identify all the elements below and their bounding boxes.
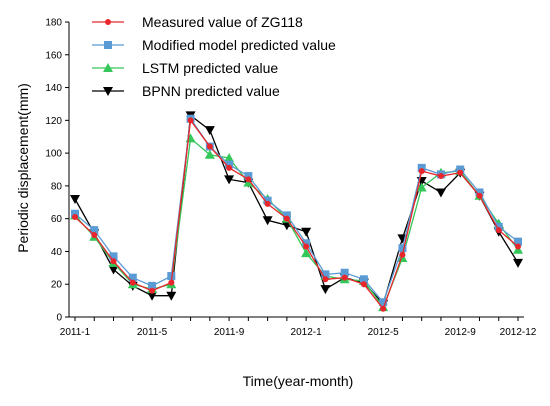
data-point bbox=[514, 237, 522, 246]
y-tick-label: 100 bbox=[45, 149, 62, 160]
data-point bbox=[303, 243, 310, 250]
data-point bbox=[282, 211, 291, 220]
y-tick-label: 160 bbox=[45, 50, 62, 61]
data-point bbox=[70, 195, 80, 204]
legend-marker bbox=[103, 63, 113, 72]
data-point bbox=[301, 227, 312, 237]
x-tick-label: 2012-1 bbox=[291, 327, 323, 338]
series-0 bbox=[72, 117, 521, 312]
y-tick-label: 40 bbox=[51, 247, 63, 258]
x-tick-label: 2012-12 bbox=[500, 327, 537, 338]
series-line bbox=[74, 116, 519, 304]
data-point bbox=[147, 291, 158, 301]
data-point bbox=[129, 279, 136, 286]
data-point bbox=[263, 196, 272, 205]
x-tick-label: 2011-1 bbox=[60, 327, 91, 338]
data-point bbox=[321, 270, 330, 279]
data-point bbox=[167, 272, 176, 281]
legend-label: BPNN predicted value bbox=[142, 83, 280, 99]
legend-marker bbox=[103, 87, 113, 96]
y-tick-label: 20 bbox=[51, 280, 63, 291]
data-point bbox=[128, 273, 137, 282]
legend-label: LSTM predicted value bbox=[142, 60, 278, 76]
x-axis-title: Time(year-month) bbox=[243, 373, 354, 389]
series-layer bbox=[70, 111, 523, 312]
y-tick-label: 60 bbox=[51, 214, 63, 225]
data-point bbox=[494, 222, 503, 231]
data-point bbox=[224, 153, 235, 163]
y-axis-title: Periodic displacement(mm) bbox=[15, 83, 31, 253]
data-point bbox=[108, 265, 119, 275]
data-point bbox=[322, 276, 329, 283]
data-point bbox=[149, 287, 156, 294]
legend: Measured value of ZG118 Modified model pr… bbox=[92, 14, 336, 99]
data-point bbox=[301, 248, 312, 258]
legend-label: Measured value of ZG118 bbox=[142, 14, 303, 30]
axes: 0 20 40 60 80 100 120 140 160 180 2011-1 2011-5 2011… bbox=[45, 18, 536, 339]
data-point bbox=[244, 172, 253, 181]
data-point bbox=[417, 163, 426, 172]
data-point bbox=[204, 126, 215, 136]
data-point bbox=[495, 227, 502, 234]
data-point bbox=[302, 239, 311, 248]
x-tick-label: 2011-5 bbox=[137, 327, 168, 338]
series-1 bbox=[71, 114, 522, 307]
data-point bbox=[91, 232, 98, 239]
data-point bbox=[416, 182, 427, 192]
data-point bbox=[418, 168, 425, 175]
data-point bbox=[476, 192, 483, 199]
data-point bbox=[437, 173, 444, 180]
data-point bbox=[168, 279, 175, 286]
data-point bbox=[340, 268, 349, 277]
data-point bbox=[435, 188, 446, 198]
data-point bbox=[513, 258, 523, 268]
data-point bbox=[225, 160, 234, 169]
data-point bbox=[360, 281, 367, 288]
series-line bbox=[74, 118, 519, 311]
data-point bbox=[475, 188, 484, 197]
data-point bbox=[71, 209, 79, 218]
data-point bbox=[398, 244, 407, 253]
data-point bbox=[224, 175, 235, 185]
data-point bbox=[187, 117, 194, 124]
y-tick-label: 80 bbox=[51, 181, 63, 192]
series-line bbox=[74, 114, 519, 306]
data-point bbox=[399, 251, 406, 258]
data-point bbox=[262, 216, 273, 226]
data-point bbox=[515, 243, 521, 250]
y-tick-label: 0 bbox=[56, 313, 62, 324]
data-point bbox=[320, 285, 331, 295]
data-point bbox=[283, 215, 290, 222]
data-point bbox=[456, 165, 465, 174]
data-point bbox=[109, 252, 118, 261]
data-point bbox=[341, 274, 348, 281]
data-point bbox=[148, 281, 157, 290]
legend-marker bbox=[104, 41, 112, 49]
x-tick-label: 2012-5 bbox=[368, 327, 400, 338]
x-tick-label: 2012-9 bbox=[445, 327, 477, 338]
data-point bbox=[226, 164, 233, 171]
y-tick-label: 140 bbox=[45, 83, 62, 94]
data-point bbox=[245, 176, 252, 183]
data-point bbox=[379, 298, 388, 307]
y-tick-label: 180 bbox=[45, 18, 62, 29]
data-point bbox=[110, 258, 117, 265]
data-point bbox=[166, 291, 177, 301]
data-point bbox=[72, 214, 78, 221]
data-point bbox=[359, 275, 368, 284]
y-tick-label: 120 bbox=[45, 116, 62, 127]
data-point bbox=[457, 169, 464, 176]
legend-marker bbox=[105, 19, 111, 25]
data-point bbox=[185, 133, 196, 143]
data-point bbox=[90, 226, 99, 235]
legend-label: Modified model predicted value bbox=[142, 37, 336, 53]
data-point bbox=[204, 149, 215, 159]
data-point bbox=[380, 305, 387, 312]
data-point bbox=[264, 200, 271, 207]
x-tick-label: 2011-9 bbox=[214, 327, 245, 338]
data-point bbox=[206, 143, 213, 150]
